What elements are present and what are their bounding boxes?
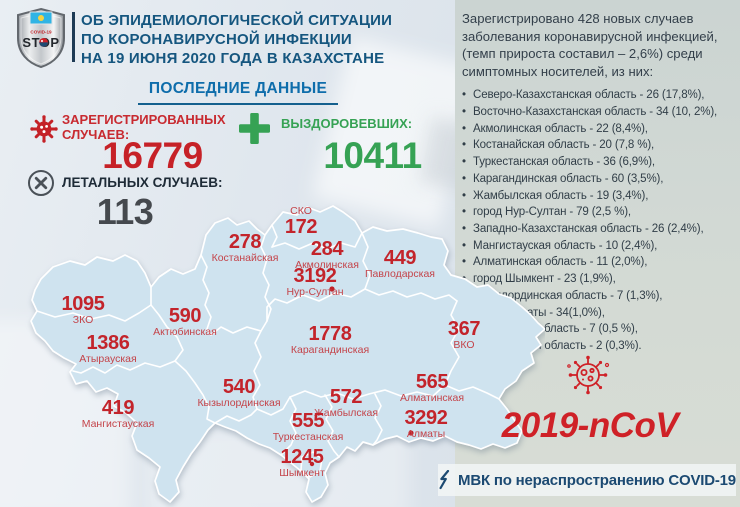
- page-title: ОБ ЭПИДЕМИОЛОГИЧЕСКОЙ СИТУАЦИИ ПО КОРОНА…: [81, 11, 392, 69]
- map-region-label-pavlodar: 449 Павлодарская: [365, 246, 435, 281]
- daily-report-intro: Зарегистрировано 428 новых случаев забол…: [462, 11, 718, 79]
- map-region-label-akmola: 284 Акмолинская: [295, 237, 359, 272]
- registered-count: 16779: [102, 135, 203, 176]
- map-region-label-almaty-city: 3292 Алматы: [404, 406, 448, 441]
- latest-data-heading: ПОСЛЕДНИЕ ДАННЫЕ: [138, 80, 338, 105]
- map-region-label-nur-sultan: 3192 Нур-Султан: [286, 264, 344, 299]
- report-list-item: Акмолинская область - 22 (8,4%),: [462, 121, 738, 138]
- kazakhstan-map: [30, 205, 545, 503]
- coronavirus-outline-icon: [567, 355, 610, 395]
- map-region-label-sko: СКО 172: [284, 204, 318, 238]
- map-region-label-kyzylorda: 540 Кызылординская: [197, 375, 281, 410]
- report-list-item: Западно-Казахстанская область - 26 (2,4%…: [462, 221, 738, 238]
- map-region-label-karaganda: 1778 Карагандинская: [290, 322, 370, 357]
- report-list-item: Туркестанская область - 36 (6,9%),: [462, 154, 738, 171]
- circle-x-icon: [28, 170, 54, 196]
- ncov-wordmark: 2019-nCoV: [501, 406, 679, 445]
- report-list-item: Восточно-Казахстанская область - 34 (10,…: [462, 104, 738, 121]
- daily-report-panel: Зарегистрировано 428 новых случаев забол…: [455, 0, 740, 507]
- map-region-label-almaty-region: 565 Алматинская: [399, 370, 465, 405]
- deaths-label: ЛЕТАЛЬНЫХ СЛУЧАЕВ:: [62, 175, 223, 190]
- title-line-1: ОБ ЭПИДЕМИОЛОГИЧЕСКОЙ СИТУАЦИИ: [81, 12, 393, 29]
- report-list-item: Мангистауская область - 10 (2,4%),: [462, 238, 738, 255]
- title-line-3: НА 19 ИЮНЯ 2020 ГОДА В КАЗАХСТАНЕ: [81, 50, 385, 68]
- nur-sultan-city-dot: [329, 286, 335, 292]
- registered-label: ЗАРЕГИСТРИРОВАННЫХ СЛУЧАЕВ:: [62, 112, 226, 143]
- header-divider: [72, 12, 75, 62]
- map-region-label-vko: 367 ВКО: [447, 317, 481, 352]
- map-region-label-zhambyl: 572 Жамбылская: [313, 385, 379, 420]
- map-region-label-mangystau: 419 Мангистауская: [81, 396, 155, 431]
- daily-report-list: Северо-Казахстанская область - 26 (17,8%…: [462, 87, 738, 355]
- title-line-2: ПО КОРОНАВИРУСНОЙ ИНФЕКЦИИ: [81, 31, 352, 49]
- logo-covid-text: COVID-19: [30, 30, 52, 35]
- plus-icon: [239, 113, 270, 144]
- virus-icon: [30, 115, 58, 143]
- deaths-count: 113: [96, 191, 154, 232]
- map-region-label-atyrau: 1386 Атырауская: [79, 331, 137, 366]
- kazakhstan-outline: [30, 205, 545, 503]
- map-region-label-kostanay: 278 Костанайская: [211, 230, 279, 265]
- map-region-label-shymkent: 1245 Шымкент: [279, 445, 325, 480]
- report-list-item: Алматинская область - 11 (2,0%),: [462, 254, 738, 271]
- map-region-label-aktobe: 590 Актюбинская: [153, 304, 217, 339]
- report-list-item: Костанайская область - 20 (7,8 %),: [462, 137, 738, 154]
- stop-covid-shield-logo: COVID-19 STOP: [17, 7, 65, 69]
- almaty-city-dot: [408, 430, 414, 436]
- recovered-count: 10411: [323, 135, 422, 176]
- committee-banner: МВК по нераспространению COVID-19: [438, 464, 736, 496]
- map-region-label-zko: 1095 ЗКО: [61, 292, 105, 327]
- report-list-item: город Нур-Султан - 79 (2,5 %),: [462, 204, 738, 221]
- recovered-label: ВЫЗДОРОВЕВШИХ:: [281, 116, 413, 131]
- lightning-icon: [439, 470, 450, 490]
- report-list-item: Северо-Казахстанская область - 26 (17,8%…: [462, 87, 738, 104]
- report-list-item: Жамбылская область - 19 (3,4%),: [462, 188, 738, 205]
- map-region-label-turkestan: 555 Туркестанская: [272, 409, 344, 444]
- report-list-item: Карагандинская область - 60 (3,5%),: [462, 171, 738, 188]
- committee-text: МВК по нераспространению COVID-19: [458, 471, 736, 489]
- shymkent-city-dot: [309, 461, 315, 467]
